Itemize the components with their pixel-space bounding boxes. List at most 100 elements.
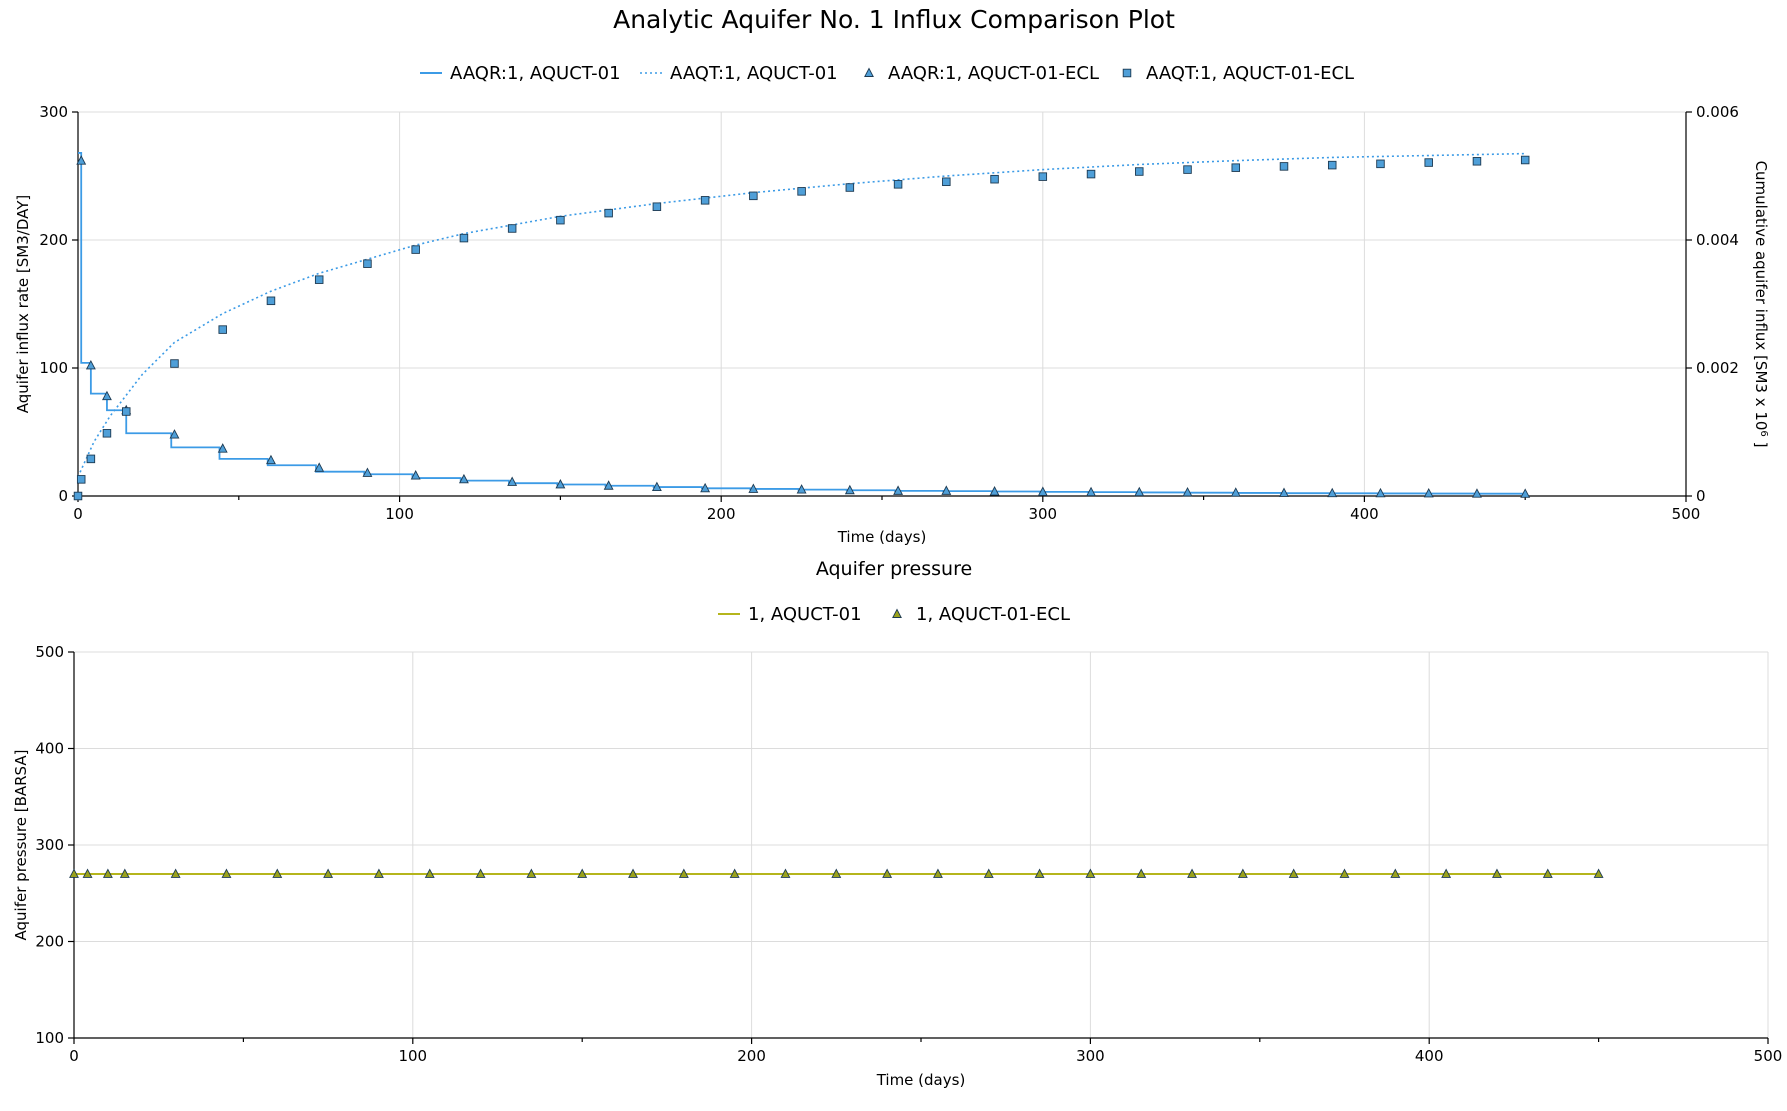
point-aquifer-pressure-ecl [170,868,181,878]
point-aaqr-aquct-01-ecl [1423,487,1434,498]
point-aquifer-pressure-ecl [1237,868,1248,878]
point-aquifer-pressure-ecl [932,868,943,878]
legend-label: 1, AQUCT-01-ECL [916,604,1070,625]
point-aaqt-aquct-01-ecl [266,296,276,306]
point-aaqr-aquct-01-ecl [1182,486,1193,497]
top-legend: AAQR:1, AQUCT-01 AAQT:1, AQUCT-01 AAQR:1, … [420,63,1354,84]
series-line-aaqr-aquct-01 [78,152,1527,495]
point-aquifer-pressure-ecl [729,868,740,878]
point-aaqt-aquct-01-ecl [1279,162,1289,171]
point-aquifer-pressure-ecl [1288,868,1299,878]
y-tick-label: 500 [35,643,64,661]
point-aaqr-aquct-01-ecl [410,470,421,480]
y-tick-label: 200 [35,933,64,951]
point-aquifer-pressure-ecl [221,868,232,878]
point-aaqt-aquct-01-ecl [1231,163,1241,172]
point-aquifer-pressure-ecl [1492,868,1502,878]
point-aaqt-aquct-01-ecl [121,407,131,416]
point-aaqt-aquct-01-ecl [700,196,710,205]
y-tick-label: 0 [58,487,68,505]
x-tick-label: 400 [1415,1047,1444,1065]
point-aaqt-aquct-01-ecl [459,233,469,243]
point-aaqr-aquct-01-ecl [555,479,566,489]
point-aquifer-pressure-ecl [831,868,842,878]
figure-title: Analytic Aquifer No. 1 Influx Comparison… [613,5,1175,34]
point-aquifer-pressure-ecl [424,868,435,878]
point-aaqt-aquct-01-ecl [1183,165,1192,174]
point-aquifer-pressure-ecl [475,868,486,878]
point-aquifer-pressure-ecl [628,868,638,878]
top-axes: 0 100 200 300 400 500010020030000.0020.0040.0… [39,103,1739,523]
point-aaqt-aquct-01-ecl [1424,158,1433,167]
bottom-axes: 0 100 200 300 400 500 100 200 300 400 500 [35,643,1782,1065]
point-aaqt-aquct-01-ecl [363,259,372,268]
point-aquifer-pressure-ecl [1542,868,1553,878]
x-tick-label: 0 [69,1047,79,1065]
y-tick-label: 200 [39,231,68,249]
point-aquifer-pressure-ecl [102,868,113,878]
x-tick-label: 400 [1350,505,1379,523]
legend-swatch-triangle-marker [864,67,874,77]
point-aaqt-aquct-01-ecl [1038,172,1048,181]
point-aaqr-aquct-01-ecl [507,476,518,486]
point-aaqt-aquct-01-ecl [314,275,324,284]
point-aaqr-aquct-01-ecl [1520,488,1531,498]
series-line-aaqt-aquct-01 [77,152,1526,478]
bottom-x-axis-label: Time (days) [876,1071,966,1089]
point-aaqr-aquct-01-ecl [796,484,807,494]
point-aaqt-aquct-01-ecl [411,245,420,254]
point-aaqr-aquct-01-ecl [893,485,904,495]
point-aquifer-pressure-ecl [119,868,130,878]
legend-label: AAQT:1, AQUCT-01 [670,63,838,84]
y2-tick-label: 0.002 [1696,359,1739,377]
bottom-series [69,868,1604,878]
point-aaqr-aquct-01-ecl [1375,487,1386,498]
point-aaqt-aquct-01-ecl [1520,155,1530,165]
point-aquifer-pressure-ecl [577,868,588,878]
point-aquifer-pressure-ecl [678,868,689,878]
point-aaqr-aquct-01-ecl [1472,488,1482,498]
point-aaqt-aquct-01-ecl [556,215,565,225]
x-tick-label: 500 [1754,1047,1783,1065]
point-aquifer-pressure-ecl [1339,868,1350,878]
point-aaqr-aquct-01-ecl [1230,487,1241,497]
x-tick-label: 200 [737,1047,766,1065]
point-aquifer-pressure-ecl [82,868,93,878]
y-tick-label: 100 [35,1029,64,1047]
point-aquifer-pressure-ecl [1593,868,1604,878]
point-aaqr-aquct-01-ecl [101,390,112,401]
point-aquifer-pressure-ecl [373,868,384,878]
point-aaqt-aquct-01-ecl [990,174,999,184]
point-aaqr-aquct-01-ecl [217,443,228,453]
point-aaqr-aquct-01-ecl [941,485,952,495]
point-aaqt-aquct-01-ecl [1472,157,1482,166]
pressure-chart-title: Aquifer pressure [816,558,972,580]
point-aquifer-pressure-ecl [1136,868,1147,878]
top-series [73,152,1531,501]
point-aaqr-aquct-01-ecl [1279,487,1289,497]
x-tick-label: 0 [73,505,83,523]
point-aquifer-pressure-ecl [1187,868,1197,878]
point-aaqt-aquct-01-ecl [76,475,86,484]
point-aaqr-aquct-01-ecl [748,483,759,493]
point-aaqt-aquct-01-ecl [102,429,112,438]
point-aquifer-pressure-ecl [526,868,537,878]
legend-label: AAQR:1, AQUCT-01-ECL [888,63,1099,84]
point-aaqr-aquct-01-ecl [700,482,711,493]
bottom-legend: 1, AQUCT-01 1, AQUCT-01-ECL [718,604,1070,625]
point-aquifer-pressure-ecl [983,868,994,878]
point-aaqt-aquct-01-ecl [1135,167,1144,176]
point-aaqr-aquct-01-ecl [362,467,373,477]
point-aaqr-aquct-01-ecl [458,473,469,484]
point-aaqt-aquct-01-ecl [942,177,951,187]
y2-tick-label: 0.004 [1696,231,1739,249]
point-aaqr-aquct-01-ecl [603,480,614,490]
point-aaqt-aquct-01-ecl [1376,159,1385,169]
point-aaqr-aquct-01-ecl [85,359,96,370]
y2-tick-label: 0.006 [1696,103,1739,121]
legend-label: AAQR:1, AQUCT-01 [450,63,621,84]
x-tick-label: 100 [398,1047,427,1065]
point-aquifer-pressure-ecl [1034,868,1045,878]
y-tick-label: 300 [39,103,68,121]
